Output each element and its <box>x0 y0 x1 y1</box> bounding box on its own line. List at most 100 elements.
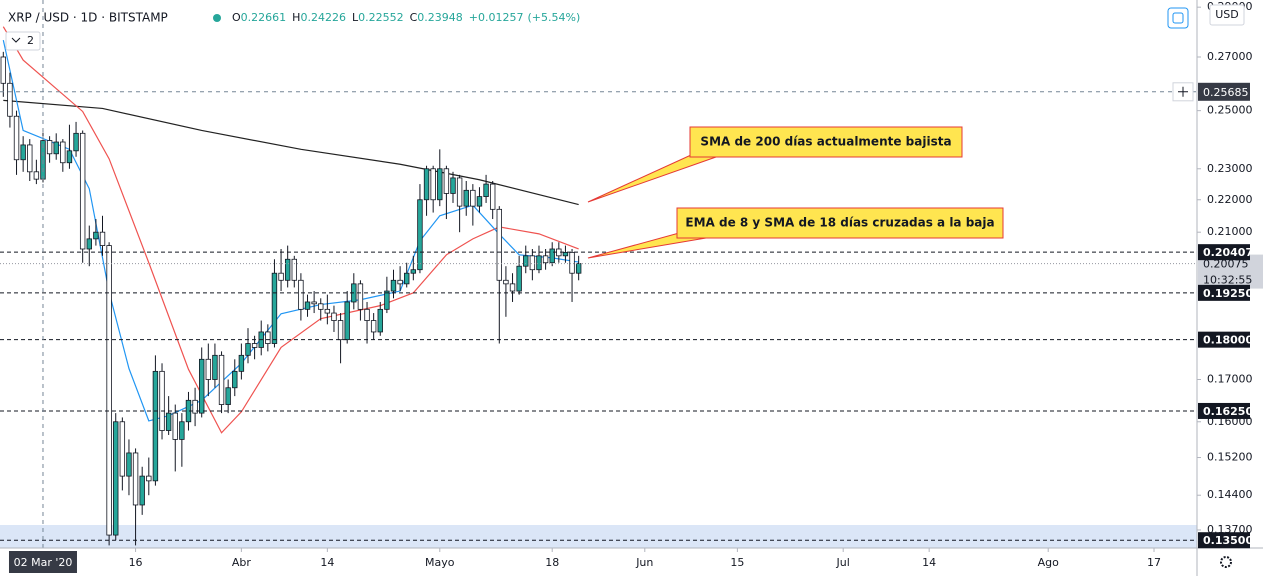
candle-body <box>344 301 350 341</box>
y-tick-label: 0.17000 <box>1207 373 1253 386</box>
candle-body <box>523 255 529 267</box>
candle-body <box>304 301 311 310</box>
candle-body <box>212 354 218 380</box>
annotation: SMA de 200 días actualmente bajista <box>700 135 951 149</box>
candle-body <box>417 199 423 271</box>
indicator-line <box>2 26 579 434</box>
candle-body <box>569 252 575 274</box>
candle-body <box>251 343 258 348</box>
x-tick-label: Abr <box>232 556 252 569</box>
y-tick-label: 0.23000 <box>1207 162 1253 175</box>
candle-body <box>536 255 542 271</box>
candle-body <box>119 421 126 477</box>
x-tick-label: Mayo <box>425 556 455 569</box>
candle-body <box>377 308 383 333</box>
candle-body <box>60 141 66 164</box>
candle-body <box>324 308 331 314</box>
legend-value: L <box>352 11 359 24</box>
x-tick-label: 14 <box>320 556 334 569</box>
x-tick-label: Jun <box>635 556 653 569</box>
status-dot <box>213 14 221 22</box>
candle-body <box>13 115 20 161</box>
candle-body <box>470 189 476 207</box>
candle-body <box>542 255 549 264</box>
callout-box <box>676 207 1004 239</box>
level-box <box>1198 284 1250 301</box>
candle-body <box>291 258 297 281</box>
time-axis-bg <box>0 548 1197 576</box>
candle-body <box>357 283 364 310</box>
legend-value: 0.23948 <box>417 11 463 24</box>
indicators-toggle[interactable] <box>5 31 41 51</box>
x-tick-label: 18 <box>545 556 559 569</box>
legend-value: 0.24226 <box>300 11 346 24</box>
candle-body <box>106 245 112 536</box>
candle-body <box>278 272 284 281</box>
y-tick-label: 0.14400 <box>1207 488 1253 501</box>
candle-body <box>423 168 430 201</box>
plot-area <box>0 0 1197 548</box>
candle-body <box>53 141 59 155</box>
candle-body <box>113 421 119 536</box>
candle-body <box>364 308 370 321</box>
candle-body <box>575 263 582 274</box>
range-band <box>0 525 1197 548</box>
candle-body <box>384 290 390 310</box>
candle-body <box>337 320 344 341</box>
candle-body <box>443 168 450 194</box>
candle-body <box>489 183 496 210</box>
candle-body <box>370 320 377 333</box>
candle-body <box>271 272 278 344</box>
crosshair-x-label: 02 Mar '20 <box>14 556 73 569</box>
candle-body <box>318 303 324 310</box>
candle-body <box>20 144 26 161</box>
x-tick-label: 15 <box>730 556 744 569</box>
candle-body <box>238 354 245 372</box>
y-tick-label: 0.25000 <box>1207 104 1253 117</box>
x-tick-label: 14 <box>922 556 936 569</box>
candle-body <box>232 370 238 389</box>
current-price-box <box>1198 254 1263 289</box>
candle-body <box>139 475 145 506</box>
candle-body <box>476 196 483 207</box>
candle-body <box>159 370 165 431</box>
indicator-count: 2 <box>27 34 34 47</box>
level-box <box>1198 244 1250 261</box>
candle-body <box>126 452 132 477</box>
candle-body <box>0 56 7 84</box>
y-tick-label: 0.27000 <box>1207 50 1253 63</box>
annotation: EMA de 8 y SMA de 18 días cruzadas a la … <box>685 216 994 230</box>
candle-body <box>298 279 304 310</box>
legend-value: +0.01257 <box>469 11 524 24</box>
level-label: 0.20407 <box>1203 246 1253 259</box>
candle-body <box>27 144 33 173</box>
refresh-button[interactable] <box>1167 7 1189 29</box>
candle-body <box>284 258 291 281</box>
candle-body <box>73 132 79 152</box>
candle-body <box>152 370 159 482</box>
x-tick-label: 16 <box>129 556 143 569</box>
level-box <box>1198 532 1250 549</box>
chevron-icon <box>11 37 21 43</box>
candle-body <box>483 183 489 197</box>
level-box <box>1198 331 1250 348</box>
candle-body <box>331 312 337 321</box>
candle-body <box>265 331 271 344</box>
refresh-icon <box>1172 12 1184 24</box>
level-label: 0.16250 <box>1203 405 1253 418</box>
candle-body <box>450 177 456 194</box>
current-price-label: 0.20075 <box>1203 258 1249 271</box>
ui: XRP / USD · 1D · BITSTAMP O0.22661 H0.242… <box>5 4 1245 568</box>
legend-value: 0.22661 <box>241 11 287 24</box>
ohlc-legend: O0.22661 H0.24226 L0.22552 C0.23948 +0.01257… <box>232 11 580 24</box>
legend-value: C <box>410 11 418 24</box>
settings-icon[interactable] <box>1220 556 1232 568</box>
candle-body <box>199 358 205 414</box>
legend-value: O <box>232 11 241 24</box>
candle-body <box>192 399 198 414</box>
currency-button[interactable] <box>1209 4 1245 26</box>
level-box <box>1198 402 1250 419</box>
annotations: SMA de 200 días actualmente bajista EMA … <box>587 126 1004 259</box>
x-tick-label: 17 <box>1147 556 1161 569</box>
